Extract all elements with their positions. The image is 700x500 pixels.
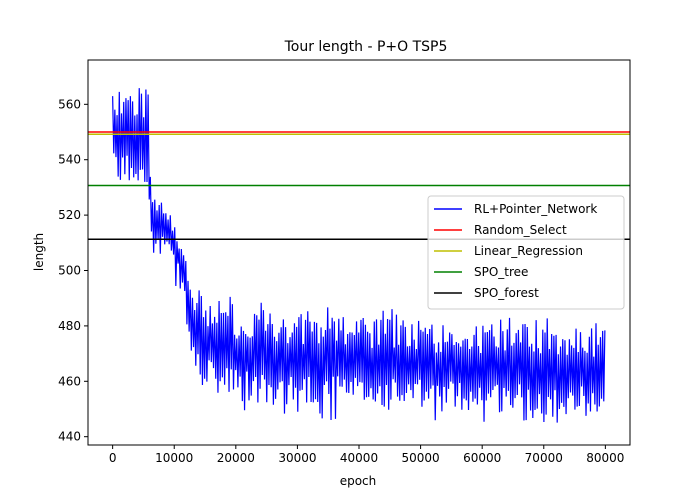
x-axis-label: epoch <box>340 474 377 488</box>
x-tick-label: 30000 <box>278 451 316 465</box>
chart-title: Tour length - P+O TSP5 <box>284 39 448 55</box>
legend: RL+Pointer_Network Random_Select Linear_Re… <box>427 195 625 310</box>
y-axis-label: length <box>32 233 46 271</box>
y-tick-label: 460 <box>58 374 81 388</box>
x-tick-label: 40000 <box>340 451 378 465</box>
x-tick-label: 60000 <box>463 451 501 465</box>
y-tick-label: 540 <box>58 153 81 167</box>
y-tick-label: 480 <box>58 319 81 333</box>
x-tick-label: 20000 <box>217 451 255 465</box>
plot-area <box>88 88 630 423</box>
series-band-layer <box>112 88 606 423</box>
legend-label: Linear_Regression <box>474 244 583 258</box>
legend-box <box>427 195 625 310</box>
legend-label: SPO_forest <box>474 286 539 300</box>
x-tick-label: 0 <box>109 451 117 465</box>
x-tick-label: 70000 <box>525 451 563 465</box>
legend-label: Random_Select <box>474 223 567 237</box>
x-tick-label: 10000 <box>155 451 193 465</box>
legend-label: RL+Pointer_Network <box>474 202 597 216</box>
x-tick-label: 80000 <box>586 451 624 465</box>
x-tick-label: 50000 <box>401 451 439 465</box>
x-axis: 0 10000 20000 30000 40000 50000 60000 70000 8000… <box>109 445 624 465</box>
y-tick-label: 500 <box>58 264 81 278</box>
y-axis: 440 460 480 500 520 540 560 <box>58 97 88 444</box>
y-tick-label: 560 <box>58 97 81 111</box>
y-tick-label: 440 <box>58 430 81 444</box>
legend-label: SPO_tree <box>474 265 528 279</box>
series-line-rl-pointer-network <box>112 88 606 423</box>
y-tick-label: 520 <box>58 208 81 222</box>
